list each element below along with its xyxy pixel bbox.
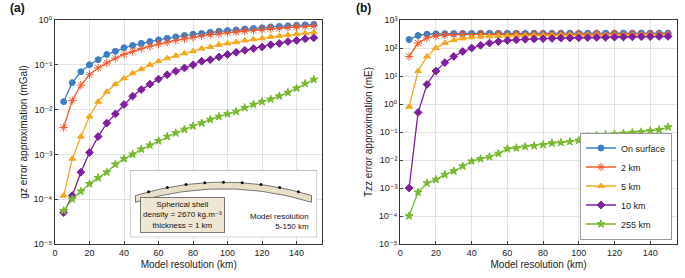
svg-text:0: 0 (398, 248, 403, 258)
svg-text:60: 60 (502, 248, 512, 258)
svg-text:120: 120 (255, 248, 270, 258)
svg-text:10²: 10² (384, 43, 397, 53)
svg-text:10⁻¹: 10⁻¹ (380, 127, 398, 137)
svg-text:60: 60 (154, 248, 164, 258)
svg-text:10⁻⁴: 10⁻⁴ (34, 194, 53, 204)
svg-text:10 km: 10 km (621, 201, 646, 211)
svg-text:10⁻²: 10⁻² (34, 105, 52, 115)
svg-text:80: 80 (538, 248, 548, 258)
svg-text:120: 120 (607, 248, 622, 258)
svg-text:10⁻³: 10⁻³ (34, 150, 52, 160)
svg-text:(b): (b) (356, 1, 371, 15)
svg-text:Model resolution (km): Model resolution (km) (141, 259, 237, 270)
svg-text:10⁻³: 10⁻³ (380, 183, 398, 193)
svg-text:10³: 10³ (384, 15, 397, 25)
svg-text:On surface: On surface (621, 144, 665, 154)
svg-text:Model resolution5-150 km: Model resolution5-150 km (250, 212, 309, 231)
svg-text:100: 100 (220, 248, 235, 258)
svg-text:10¹: 10¹ (384, 71, 397, 81)
svg-text:Spherical shelldensity = 2670: Spherical shelldensity = 2670 kg.m⁻³thic… (143, 200, 222, 230)
svg-text:2 km: 2 km (621, 163, 641, 173)
svg-text:5 km: 5 km (621, 182, 641, 192)
svg-text:40: 40 (467, 248, 477, 258)
svg-text:20: 20 (85, 248, 95, 258)
svg-text:10⁻⁵: 10⁻⁵ (379, 239, 398, 249)
svg-text:10⁻⁴: 10⁻⁴ (379, 211, 398, 221)
svg-text:10⁻⁵: 10⁻⁵ (34, 239, 53, 249)
svg-text:10⁻¹: 10⁻¹ (34, 60, 52, 70)
svg-text:140: 140 (289, 248, 304, 258)
svg-text:10⁰: 10⁰ (384, 99, 398, 109)
svg-text:(a): (a) (10, 1, 25, 15)
svg-text:100: 100 (571, 248, 586, 258)
svg-text:40: 40 (119, 248, 129, 258)
svg-text:80: 80 (188, 248, 198, 258)
svg-text:10⁻²: 10⁻² (380, 155, 398, 165)
svg-text:10⁰: 10⁰ (39, 15, 53, 25)
svg-text:Tzz error approximation (mE): Tzz error approximation (mE) (363, 67, 374, 197)
svg-text:gz error approximation (mGal): gz error approximation (mGal) (18, 65, 29, 198)
svg-text:20: 20 (431, 248, 441, 258)
svg-text:140: 140 (643, 248, 658, 258)
svg-text:255 km: 255 km (621, 220, 651, 230)
svg-text:Model resolution (km): Model resolution (km) (491, 259, 587, 270)
svg-text:0: 0 (52, 248, 57, 258)
